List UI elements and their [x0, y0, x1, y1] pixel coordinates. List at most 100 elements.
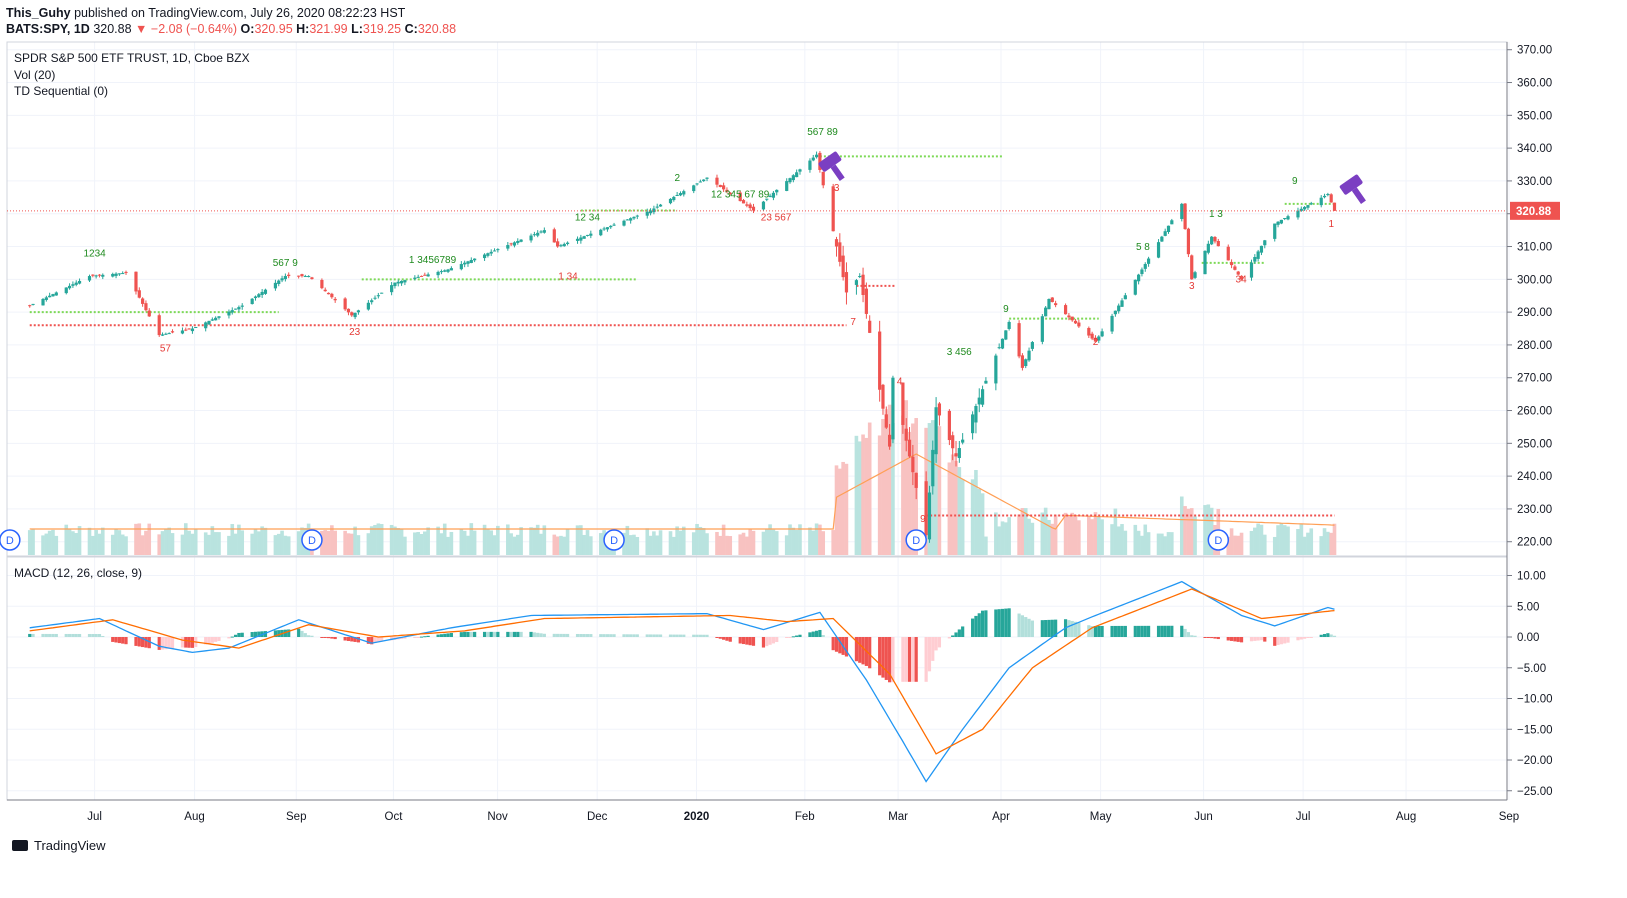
macd-hist-bar — [901, 637, 905, 682]
macd-hist-bar — [658, 634, 663, 637]
candle-body — [237, 307, 241, 310]
macd-hist-bar — [1180, 625, 1184, 637]
candle-body — [705, 177, 709, 179]
volume-bar — [210, 526, 215, 555]
volume-bar — [718, 535, 723, 555]
candle-body — [775, 189, 779, 193]
macd-hist-bar — [605, 634, 610, 637]
candle-body — [1063, 305, 1068, 315]
candle-body — [233, 308, 238, 310]
macd-hist-bar — [31, 633, 35, 637]
last-price: 320.88 — [93, 22, 132, 36]
macd-hist-bar — [356, 637, 361, 643]
candle-body — [722, 185, 726, 190]
macd-hist-bar — [1322, 633, 1327, 637]
macd-hist-bar — [1210, 637, 1214, 639]
candle-body — [323, 289, 327, 292]
volume-bar — [170, 533, 175, 555]
candle-body — [71, 284, 75, 286]
macd-hist-bar — [370, 637, 374, 645]
macd-hist-bar — [1183, 628, 1187, 637]
macd-hist-bar — [373, 637, 377, 644]
candle-body — [1040, 316, 1044, 342]
candle-body — [147, 310, 151, 317]
volume-bar — [1120, 524, 1124, 555]
macd-line — [29, 580, 1335, 783]
macd-hist-bar — [1239, 637, 1244, 643]
td-count-label: 9 — [920, 514, 926, 525]
candle-body — [854, 280, 859, 285]
volume-bar — [834, 465, 839, 555]
macd-hist-bar — [489, 631, 493, 637]
volume-bar — [217, 532, 221, 555]
candle-body — [612, 224, 616, 226]
gavel-drawings[interactable] — [818, 151, 1373, 209]
gavel-head — [818, 151, 842, 172]
macd-hist-bar — [486, 631, 490, 637]
close-label: C: — [404, 22, 418, 36]
candle-body — [426, 274, 430, 277]
pane-frames — [6, 41, 1508, 801]
volume-bar — [937, 426, 942, 555]
macd-hist-bar — [814, 630, 819, 637]
macd-hist-bar — [506, 631, 510, 637]
volume-bar — [403, 536, 407, 555]
volume-bar — [492, 535, 497, 555]
candle-body — [635, 215, 639, 217]
volume-bar — [1140, 535, 1144, 555]
candle-body — [187, 328, 191, 330]
candle-body — [204, 322, 208, 329]
volume-bar — [137, 523, 142, 555]
volume-bar — [1193, 516, 1197, 555]
macd-hist-bar — [273, 630, 278, 637]
macd-hist-bar — [94, 633, 98, 637]
price-tick-label: 250.00 — [1517, 438, 1552, 450]
time-tick-label: Jul — [1296, 811, 1311, 823]
dividend-marker — [905, 529, 927, 551]
macd-hist-bar — [1259, 637, 1264, 641]
volume-bar — [1326, 531, 1330, 555]
candle-body — [87, 276, 92, 281]
candle-body — [1067, 315, 1071, 318]
price-tick-label: 340.00 — [1517, 143, 1552, 155]
candle-body — [413, 277, 417, 279]
candle-body — [297, 275, 301, 277]
candle-body — [121, 273, 125, 275]
author-name[interactable]: This_Guhy — [6, 6, 71, 20]
candle-body — [260, 291, 264, 295]
candle-body — [74, 282, 78, 285]
candle-body — [599, 229, 603, 236]
candle-body — [655, 206, 659, 208]
volume-bar — [672, 536, 676, 555]
dividend-marker — [301, 529, 323, 551]
volume-bar — [818, 524, 822, 555]
volume-bar — [1233, 535, 1237, 555]
candle-body — [399, 280, 404, 284]
volume-bar — [1030, 522, 1035, 555]
volume-bar — [867, 422, 872, 555]
td-count-label: 1 3 — [1209, 209, 1223, 220]
volume-bar — [120, 534, 125, 555]
candle-body — [1236, 271, 1240, 275]
macd-hist-bar — [277, 630, 281, 637]
macd-hist-bar — [834, 637, 839, 652]
candle-body — [675, 195, 679, 197]
volume-bar — [519, 527, 523, 555]
macd-hist-bar — [556, 633, 560, 637]
candle-body — [1163, 231, 1167, 236]
macd-hist-bar — [330, 637, 334, 639]
macd-hist-bar — [1156, 625, 1161, 637]
macd-hist-bar — [333, 637, 337, 640]
volume-bar — [187, 530, 191, 555]
candle-body — [1259, 245, 1264, 253]
volume-bar — [257, 531, 261, 555]
macd-hist-bar — [134, 637, 138, 646]
candle-body — [678, 193, 683, 196]
candle-body — [393, 282, 397, 287]
candle-body — [509, 243, 513, 245]
volume-bar — [1000, 521, 1005, 555]
footer-brand[interactable]: TradingView — [34, 838, 106, 853]
